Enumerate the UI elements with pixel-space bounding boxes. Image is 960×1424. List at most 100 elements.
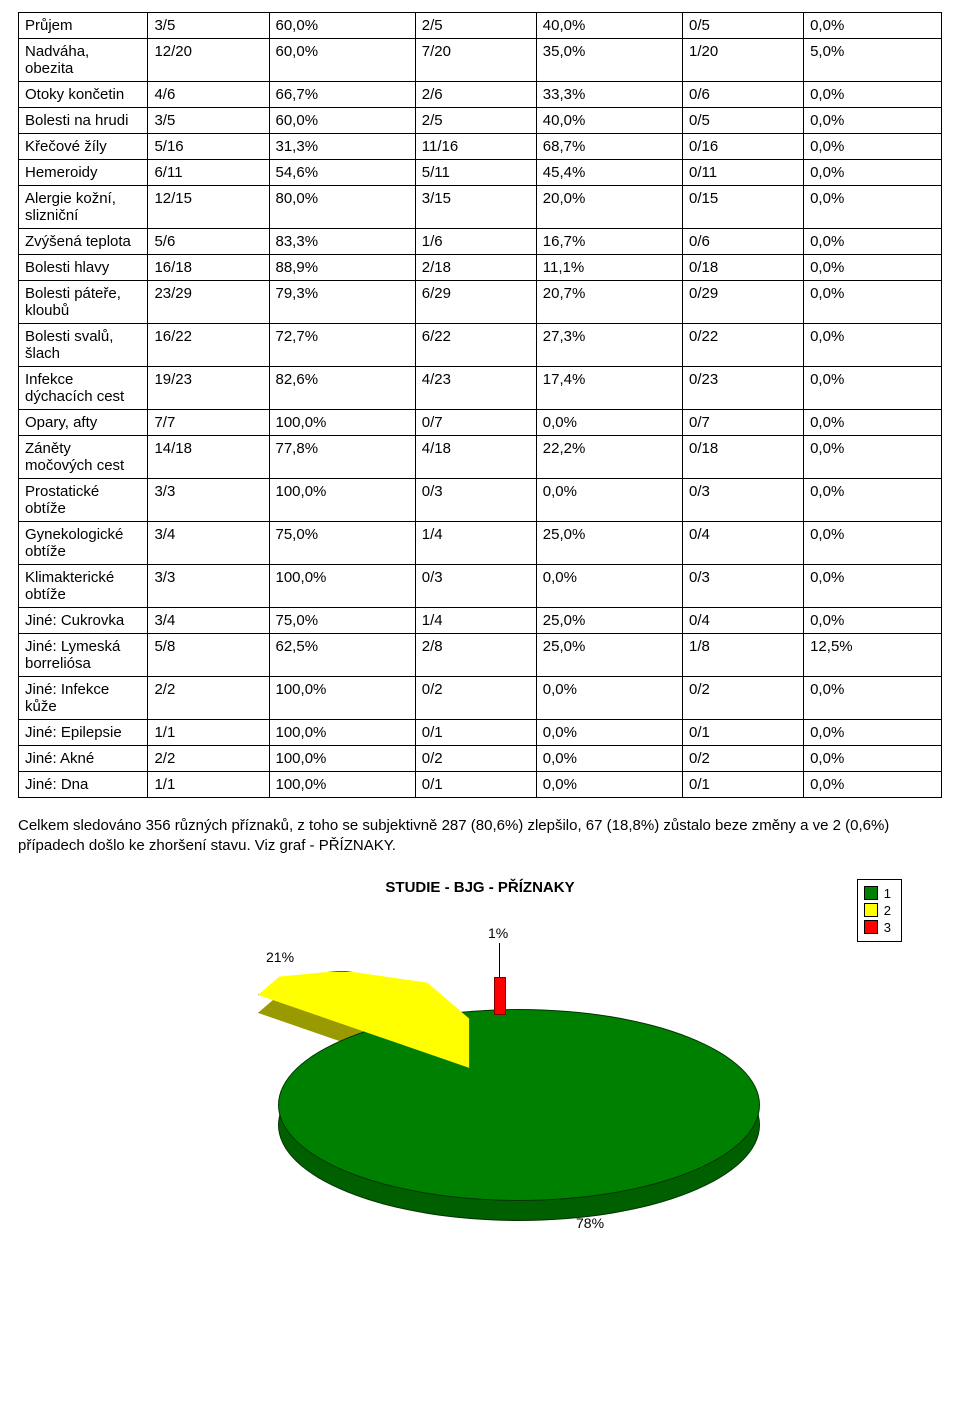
table-cell: 0/3 bbox=[415, 479, 536, 522]
pie-chart: STUDIE - BJG - PŘÍZNAKY 1 2 3 21% 1% 78% bbox=[18, 879, 942, 1239]
table-cell: 3/5 bbox=[148, 108, 269, 134]
legend-label: 1 bbox=[884, 886, 891, 901]
table-cell: 0,0% bbox=[536, 677, 682, 720]
table-cell: 3/3 bbox=[148, 565, 269, 608]
table-cell: 0,0% bbox=[804, 134, 942, 160]
table-cell: 0,0% bbox=[804, 186, 942, 229]
table-cell: 2/2 bbox=[148, 746, 269, 772]
table-row: Alergie kožní, slizniční12/1580,0%3/1520… bbox=[19, 186, 942, 229]
table-cell: 16/22 bbox=[148, 324, 269, 367]
table-cell: 22,2% bbox=[536, 436, 682, 479]
table-cell: 33,3% bbox=[536, 82, 682, 108]
table-cell: Bolesti hlavy bbox=[19, 255, 148, 281]
table-cell: 0,0% bbox=[804, 410, 942, 436]
table-cell: Prostatické obtíže bbox=[19, 479, 148, 522]
table-cell: 100,0% bbox=[269, 677, 415, 720]
table-cell: 0/5 bbox=[683, 108, 804, 134]
table-cell: 3/3 bbox=[148, 479, 269, 522]
legend-label: 2 bbox=[884, 903, 891, 918]
table-cell: 0,0% bbox=[804, 367, 942, 410]
table-cell: 0/6 bbox=[683, 229, 804, 255]
table-cell: 3/4 bbox=[148, 522, 269, 565]
table-cell: 0,0% bbox=[804, 479, 942, 522]
table-cell: 0/3 bbox=[683, 479, 804, 522]
table-cell: Jiné: Dna bbox=[19, 772, 148, 798]
table-cell: 1/1 bbox=[148, 772, 269, 798]
table-cell: 0,0% bbox=[804, 608, 942, 634]
table-cell: 40,0% bbox=[536, 13, 682, 39]
table-row: Nadváha, obezita12/2060,0%7/2035,0%1/205… bbox=[19, 39, 942, 82]
table-cell: 0/22 bbox=[683, 324, 804, 367]
table-cell: 2/5 bbox=[415, 13, 536, 39]
table-cell: 7/20 bbox=[415, 39, 536, 82]
table-cell: Alergie kožní, slizniční bbox=[19, 186, 148, 229]
table-cell: 6/22 bbox=[415, 324, 536, 367]
table-cell: 0/6 bbox=[683, 82, 804, 108]
table-cell: 0/4 bbox=[683, 608, 804, 634]
table-cell: 16/18 bbox=[148, 255, 269, 281]
table-cell: 14/18 bbox=[148, 436, 269, 479]
table-cell: Bolesti páteře, kloubů bbox=[19, 281, 148, 324]
table-cell: 100,0% bbox=[269, 772, 415, 798]
table-cell: 0,0% bbox=[804, 436, 942, 479]
table-cell: 0/11 bbox=[683, 160, 804, 186]
table-row: Opary, afty7/7100,0%0/70,0%0/70,0% bbox=[19, 410, 942, 436]
table-cell: 0,0% bbox=[536, 720, 682, 746]
table-cell: 82,6% bbox=[269, 367, 415, 410]
table-cell: 0,0% bbox=[804, 746, 942, 772]
table-cell: 0,0% bbox=[536, 746, 682, 772]
table-cell: 100,0% bbox=[269, 410, 415, 436]
table-cell: 0/4 bbox=[683, 522, 804, 565]
pie-slice-3 bbox=[494, 977, 506, 1015]
table-cell: 1/20 bbox=[683, 39, 804, 82]
table-cell: 0/5 bbox=[683, 13, 804, 39]
table-cell: Hemeroidy bbox=[19, 160, 148, 186]
table-cell: 2/8 bbox=[415, 634, 536, 677]
table-cell: Gynekologické obtíže bbox=[19, 522, 148, 565]
table-cell: 100,0% bbox=[269, 720, 415, 746]
table-cell: 0/15 bbox=[683, 186, 804, 229]
table-cell: 54,6% bbox=[269, 160, 415, 186]
table-cell: 60,0% bbox=[269, 108, 415, 134]
table-cell: 2/5 bbox=[415, 108, 536, 134]
table-row: Zvýšená teplota5/683,3%1/616,7%0/60,0% bbox=[19, 229, 942, 255]
table-cell: 0/23 bbox=[683, 367, 804, 410]
table-cell: 0/7 bbox=[415, 410, 536, 436]
table-cell: 1/8 bbox=[683, 634, 804, 677]
table-cell: 60,0% bbox=[269, 39, 415, 82]
legend-item-3: 3 bbox=[864, 920, 891, 935]
table-cell: Křečové žíly bbox=[19, 134, 148, 160]
table-cell: 0,0% bbox=[536, 772, 682, 798]
table-row: Hemeroidy6/1154,6%5/1145,4%0/110,0% bbox=[19, 160, 942, 186]
table-row: Jiné: Epilepsie1/1100,0%0/10,0%0/10,0% bbox=[19, 720, 942, 746]
table-cell: 0,0% bbox=[804, 720, 942, 746]
table-cell: 27,3% bbox=[536, 324, 682, 367]
table-cell: Bolesti svalů, šlach bbox=[19, 324, 148, 367]
table-cell: 0/2 bbox=[683, 746, 804, 772]
table-row: Jiné: Cukrovka3/475,0%1/425,0%0/40,0% bbox=[19, 608, 942, 634]
table-cell: 0,0% bbox=[804, 281, 942, 324]
table-cell: 3/15 bbox=[415, 186, 536, 229]
table-cell: Klimakterické obtíže bbox=[19, 565, 148, 608]
table-row: Záněty močových cest14/1877,8%4/1822,2%0… bbox=[19, 436, 942, 479]
legend-label: 3 bbox=[884, 920, 891, 935]
table-cell: 0,0% bbox=[804, 229, 942, 255]
table-cell: Infekce dýchacích cest bbox=[19, 367, 148, 410]
table-cell: 17,4% bbox=[536, 367, 682, 410]
legend-item-1: 1 bbox=[864, 886, 891, 901]
table-cell: 19/23 bbox=[148, 367, 269, 410]
table-cell: 0/29 bbox=[683, 281, 804, 324]
table-cell: 5/11 bbox=[415, 160, 536, 186]
table-cell: 83,3% bbox=[269, 229, 415, 255]
table-cell: Otoky končetin bbox=[19, 82, 148, 108]
table-cell: 100,0% bbox=[269, 746, 415, 772]
pct-label-1: 78% bbox=[576, 1215, 604, 1231]
table-cell: 100,0% bbox=[269, 479, 415, 522]
table-cell: 1/6 bbox=[415, 229, 536, 255]
table-cell: 0,0% bbox=[536, 410, 682, 436]
table-row: Jiné: Dna1/1100,0%0/10,0%0/10,0% bbox=[19, 772, 942, 798]
table-cell: 5,0% bbox=[804, 39, 942, 82]
table-row: Jiné: Infekce kůže2/2100,0%0/20,0%0/20,0… bbox=[19, 677, 942, 720]
table-cell: 3/5 bbox=[148, 13, 269, 39]
table-cell: 68,7% bbox=[536, 134, 682, 160]
